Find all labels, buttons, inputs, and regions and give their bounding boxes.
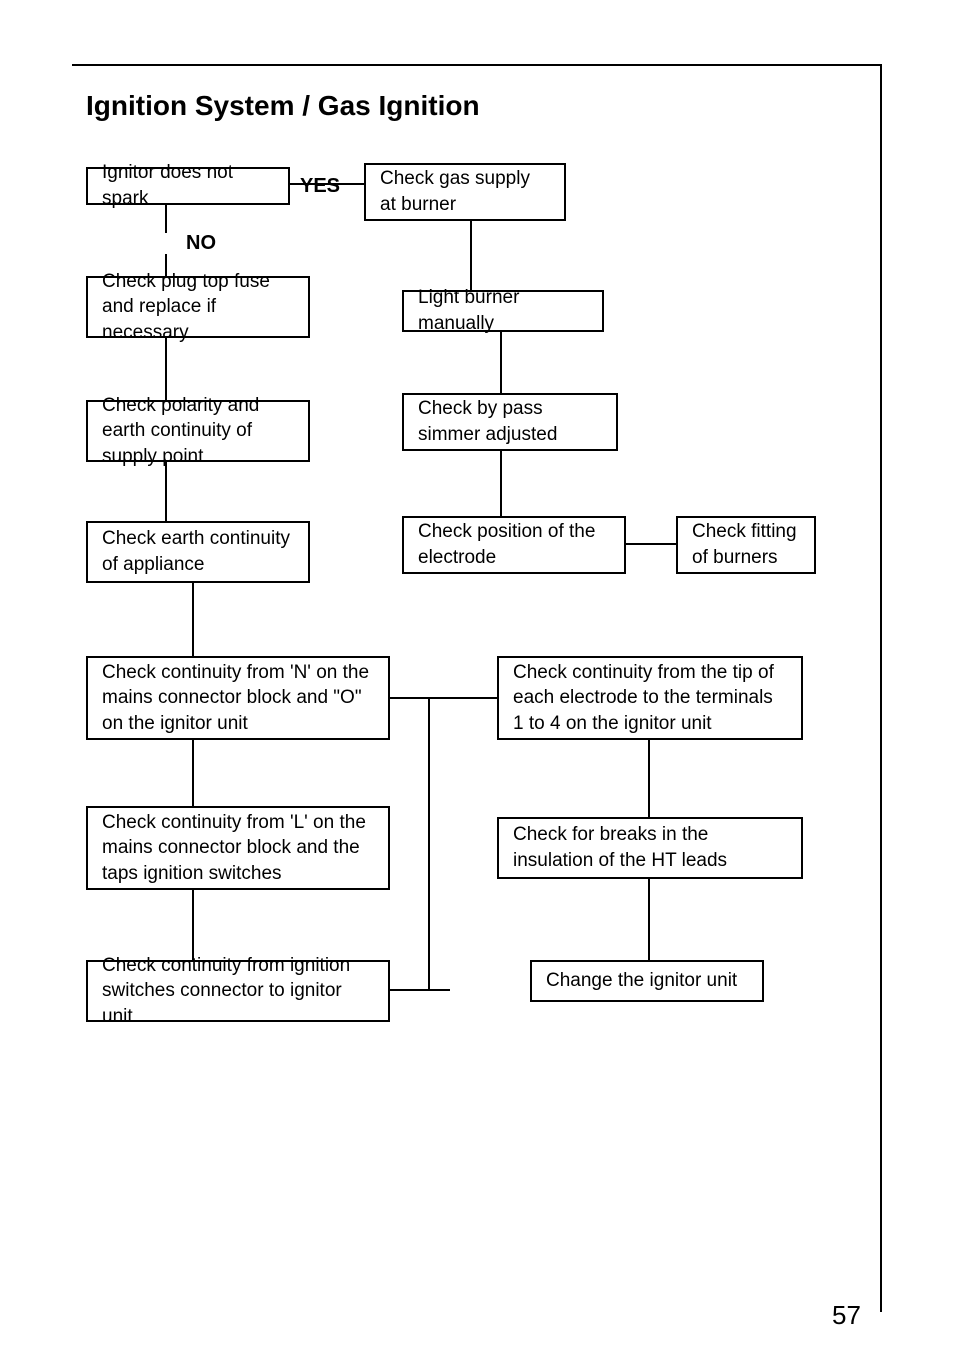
flowchart-box-b6: Check by pass simmer adjusted	[402, 393, 618, 451]
flowchart-box-b2: Check gas supply at burner	[364, 163, 566, 221]
connector-7	[500, 451, 502, 516]
connector-9	[626, 543, 676, 545]
connector-15	[192, 890, 194, 960]
yes-label: YES	[300, 175, 340, 198]
connector-3	[470, 221, 472, 290]
flowchart-box-b13: Check for breaks in the insulation of th…	[497, 817, 803, 879]
connector-16	[648, 879, 650, 960]
flowchart-box-b9: Check fitting of burners	[676, 516, 816, 574]
flowchart-box-b4: Light burner manually	[402, 290, 604, 332]
connector-14	[648, 740, 650, 817]
flowchart-box-b15: Change the ignitor unit	[530, 960, 764, 1002]
page-number: 57	[832, 1300, 861, 1331]
flowchart-box-b10: Check continuity from 'N' on the mains c…	[86, 656, 390, 740]
flowchart-box-b11: Check continuity from the tip of each el…	[497, 656, 803, 740]
connector-8	[192, 583, 194, 656]
connector-11	[390, 697, 430, 699]
connector-19	[448, 989, 450, 991]
connector-0	[290, 183, 364, 185]
connector-18	[448, 697, 497, 699]
connector-6	[165, 462, 167, 521]
flowchart-box-b7: Check earth continuity of appliance	[86, 521, 310, 583]
connector-5	[500, 332, 502, 393]
flowchart-box-b8: Check position of the electrode	[402, 516, 626, 574]
flowchart-box-b12: Check continuity from 'L' on the mains c…	[86, 806, 390, 890]
connector-13	[428, 697, 449, 699]
page-title: Ignition System / Gas Ignition	[86, 90, 480, 122]
connector-12	[428, 697, 430, 991]
flowchart-box-b1: Ignitor does not spark	[86, 167, 290, 205]
connector-2	[165, 254, 167, 276]
connector-10	[192, 740, 194, 806]
connector-17	[390, 989, 450, 991]
flowchart-box-b3: Check plug top fuse and replace if neces…	[86, 276, 310, 338]
flowchart-box-b5: Check polarity and earth continuity of s…	[86, 400, 310, 462]
connector-4	[165, 338, 167, 400]
no-label: NO	[186, 232, 216, 255]
flowchart-box-b14: Check continuity from ignition switches …	[86, 960, 390, 1022]
connector-1	[165, 205, 167, 233]
